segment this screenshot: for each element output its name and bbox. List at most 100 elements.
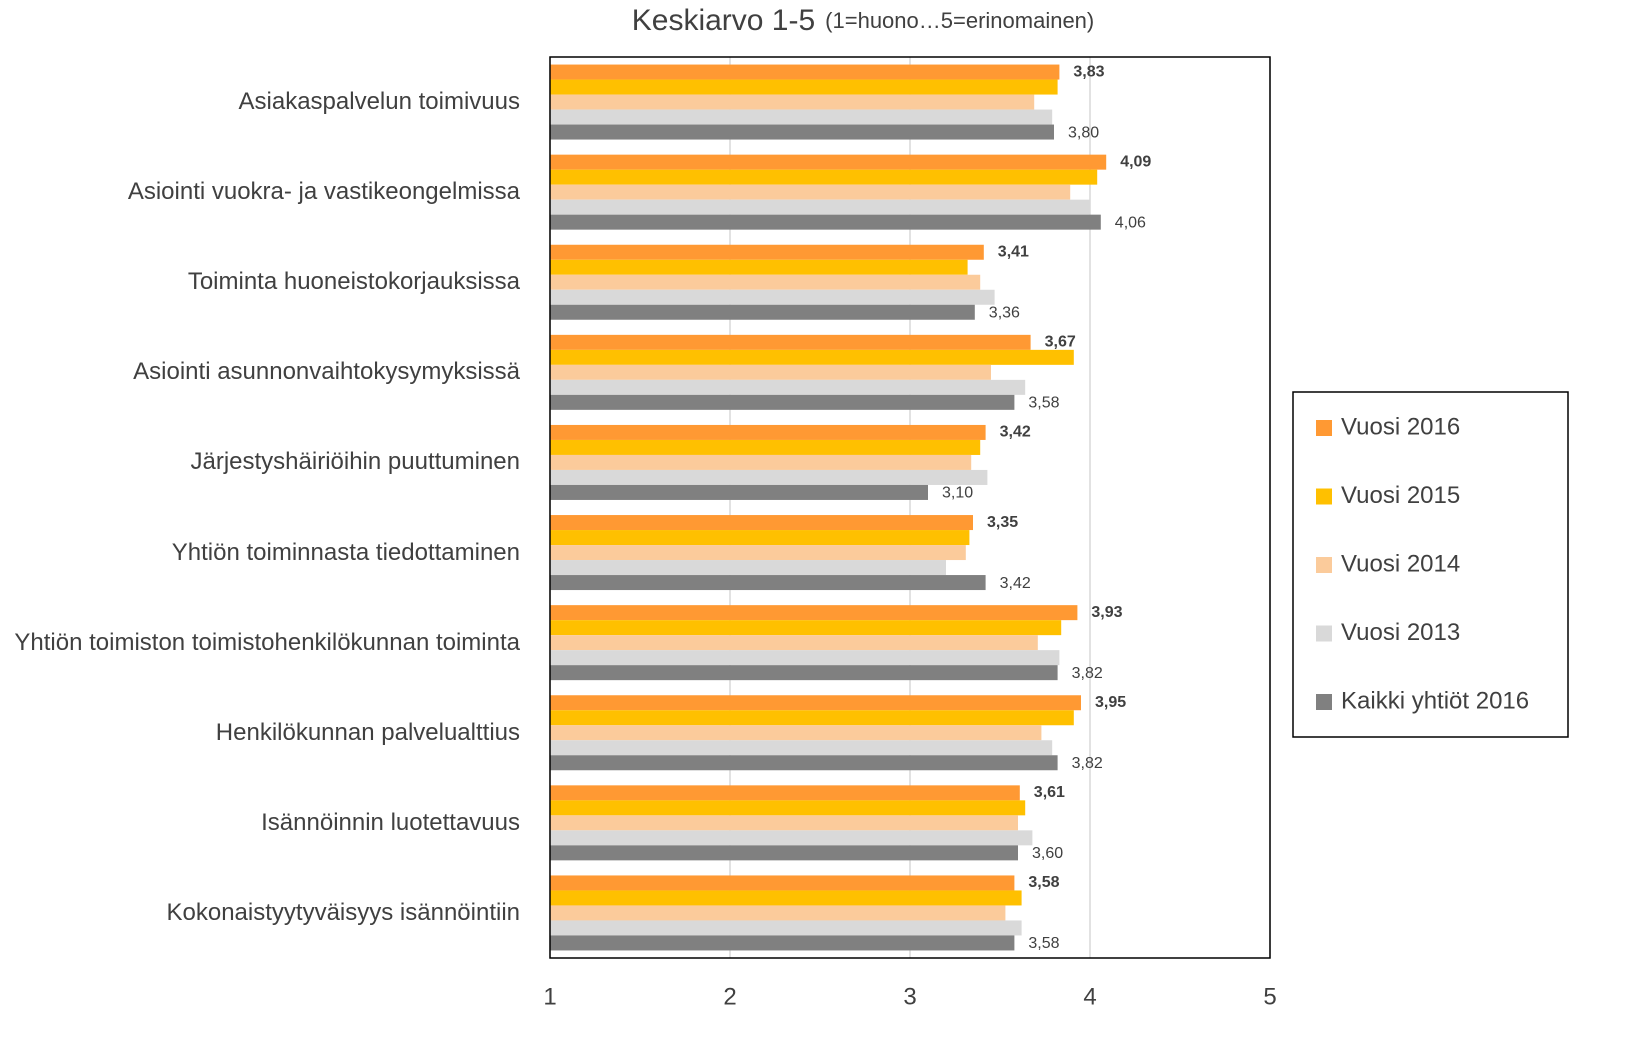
legend-swatch	[1316, 625, 1332, 642]
bar	[550, 364, 991, 380]
bar	[550, 920, 1022, 936]
data-label: 3,93	[1091, 604, 1122, 621]
bar	[550, 665, 1058, 681]
data-label: 3,67	[1045, 334, 1076, 351]
bar	[550, 530, 970, 546]
category-label: Järjestyshäiriöihin puuttuminen	[10, 444, 520, 480]
bar	[550, 259, 968, 275]
category-text: Asiakaspalvelun toimivuus	[238, 88, 520, 116]
bar	[550, 64, 1060, 80]
bar	[550, 575, 986, 591]
legend-label: Kaikki yhtiöt 2016	[1341, 687, 1529, 714]
data-label: 3,42	[1000, 575, 1031, 592]
bar	[550, 154, 1107, 170]
data-label: 3,10	[942, 485, 973, 502]
bar	[550, 424, 986, 440]
bar	[550, 274, 981, 290]
bar	[550, 515, 973, 531]
bar	[550, 94, 1035, 110]
x-tick-label: 4	[1083, 983, 1096, 1010]
category-label: Isännöinnin luotettavuus	[10, 805, 520, 841]
bar	[550, 740, 1053, 756]
bar	[550, 815, 1018, 831]
data-label: 3,95	[1095, 694, 1126, 711]
category-text: Asiointi asunnonvaihtokysymyksissä	[133, 358, 520, 386]
data-label: 3,58	[1028, 935, 1059, 952]
bar	[550, 695, 1081, 711]
chart-title: Keskiarvo 1-5 (1=huono…5=erinomainen)	[632, 4, 1095, 37]
bar	[550, 935, 1015, 951]
bar	[550, 349, 1074, 365]
x-tick-label: 5	[1263, 983, 1276, 1010]
bar	[550, 394, 1015, 410]
legend-label: Vuosi 2013	[1341, 619, 1460, 646]
legend-swatch	[1316, 557, 1332, 573]
bar	[550, 184, 1071, 200]
category-text: Isännöinnin luotettavuus	[261, 808, 520, 836]
subtitle: (1=huono…5=erinomainen)	[825, 8, 1094, 33]
bar	[550, 454, 972, 470]
data-label: 4,09	[1120, 153, 1151, 170]
x-tick-label: 1	[543, 983, 556, 1010]
bar	[550, 214, 1101, 230]
bar	[550, 484, 928, 500]
legend-label: Vuosi 2014	[1341, 550, 1460, 577]
data-label: 3,60	[1032, 845, 1063, 862]
category-text: Kokonaistyytyväisyys isännöintiin	[166, 898, 521, 926]
data-label: 3,80	[1068, 124, 1099, 141]
data-label: 3,83	[1073, 63, 1104, 80]
legend-label: Vuosi 2016	[1341, 413, 1460, 440]
bar	[550, 304, 975, 320]
bar	[550, 830, 1033, 846]
bar	[550, 725, 1042, 741]
bar	[550, 79, 1058, 95]
category-label: Kokonaistyytyväisyys isännöintiin	[10, 895, 521, 931]
title: Keskiarvo 1-5	[632, 4, 815, 37]
category-text: Yhtiön toiminnasta tiedottaminen	[171, 538, 520, 566]
x-tick-label: 3	[903, 983, 916, 1010]
category-text: Järjestyshäiriöihin puuttuminen	[190, 448, 520, 476]
bar	[550, 124, 1054, 140]
bar	[550, 109, 1053, 125]
bar	[550, 635, 1038, 651]
category-label: Henkilökunnan palvelualttius	[10, 715, 520, 751]
bar	[550, 800, 1026, 816]
bar	[550, 845, 1018, 861]
x-tick-label: 2	[723, 983, 736, 1010]
data-label: 3,42	[1000, 424, 1031, 441]
category-text: Toiminta huoneistokorjauksissa	[187, 268, 520, 296]
category-text: Henkilökunnan palvelualttius	[215, 718, 520, 746]
bar	[550, 169, 1098, 185]
bar	[550, 469, 988, 485]
bar	[550, 199, 1090, 215]
bar	[550, 785, 1020, 801]
plot-border	[549, 56, 1271, 959]
bar	[550, 890, 1022, 906]
category-label: Asiointi asunnonvaihtokysymyksissä	[10, 354, 520, 390]
category-label: Asiointi vuokra- ja vastikeongelmissa	[10, 174, 520, 210]
legend-swatch	[1316, 488, 1332, 505]
bar	[550, 650, 1060, 666]
data-label: 3,61	[1034, 784, 1065, 801]
bar	[550, 605, 1078, 621]
bar	[550, 379, 1026, 395]
category-label: Toiminta huoneistokorjauksissa	[10, 264, 520, 300]
bar	[550, 289, 995, 305]
data-label: 3,35	[987, 514, 1018, 531]
data-label: 4,06	[1115, 214, 1146, 231]
legend-box	[1292, 391, 1569, 738]
bar	[550, 439, 981, 455]
legend-swatch	[1316, 420, 1332, 436]
data-label: 3,82	[1072, 665, 1103, 682]
bar	[550, 620, 1062, 636]
category-text: Asiointi vuokra- ja vastikeongelmissa	[127, 178, 520, 206]
category-label: Yhtiön toiminnasta tiedottaminen	[10, 535, 520, 571]
data-label: 3,36	[989, 304, 1020, 321]
data-label: 3,58	[1028, 874, 1059, 891]
bar	[550, 545, 966, 561]
category-text: Yhtiön toimiston toimistohenkilökunnan t…	[14, 628, 520, 656]
category-label: Asiakaspalvelun toimivuus	[10, 84, 520, 120]
legend-label: Vuosi 2015	[1341, 482, 1460, 509]
